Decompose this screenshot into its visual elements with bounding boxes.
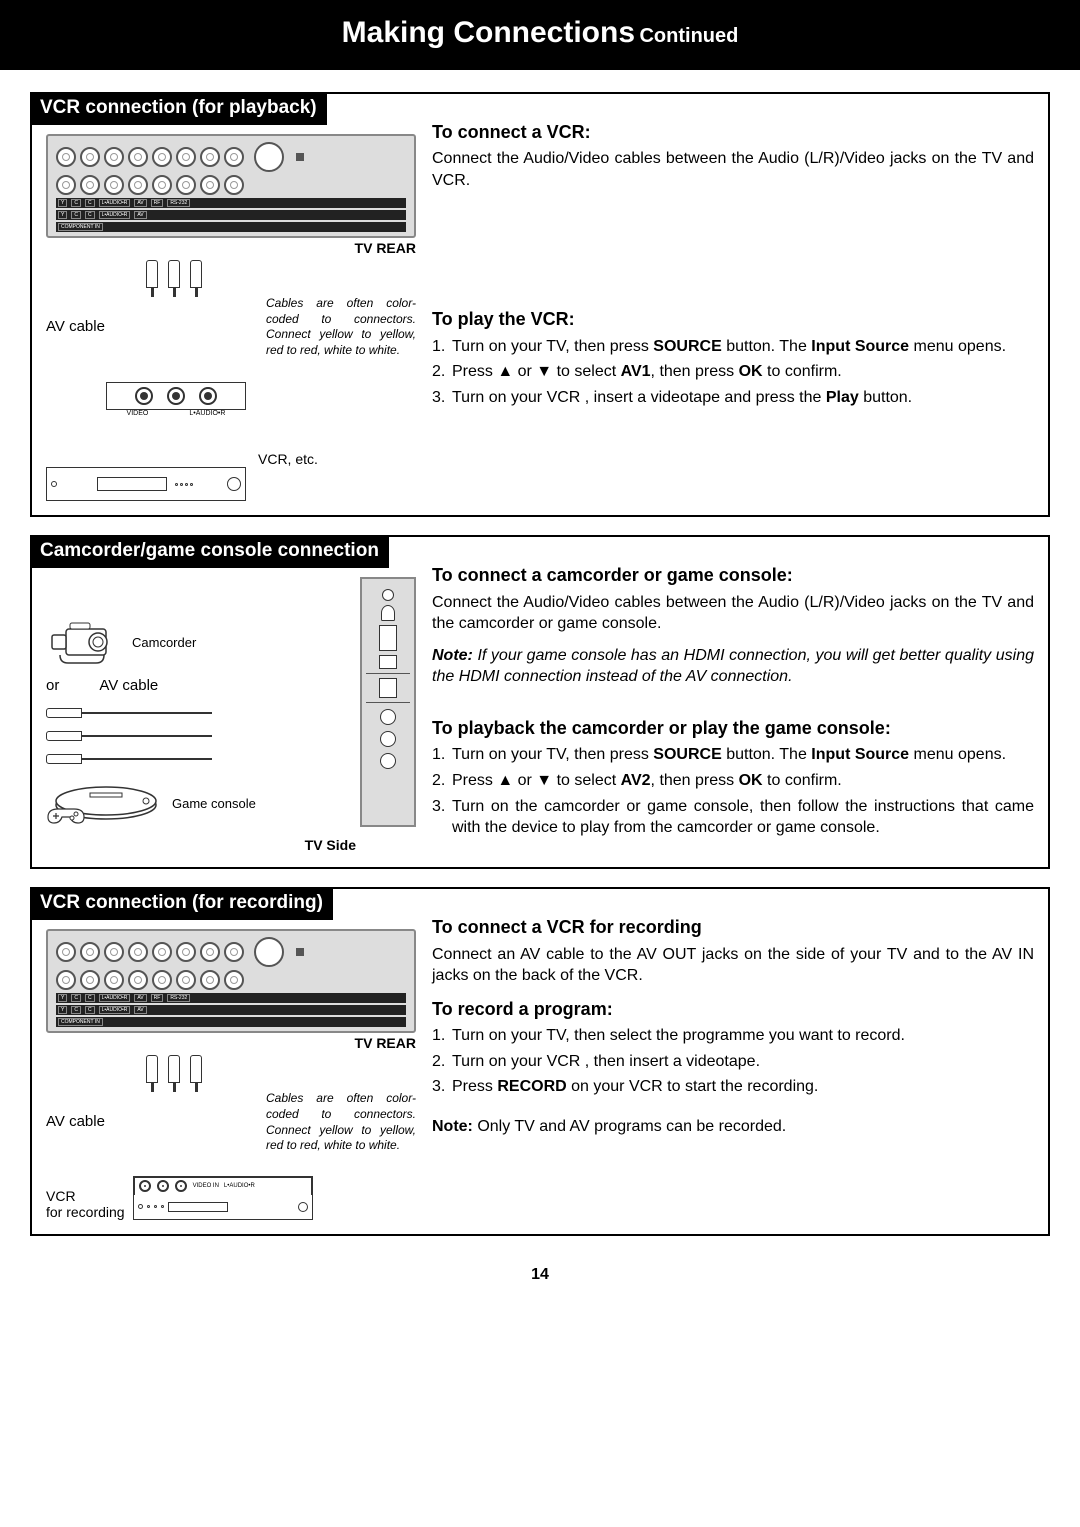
step-list: Turn on your TV, then press SOURCE butto… xyxy=(432,744,1034,838)
subhead: To record a program: xyxy=(432,997,1034,1021)
tv-rear-label: TV REAR xyxy=(46,1035,416,1051)
subhead: To playback the camcorder or play the ga… xyxy=(432,716,1034,740)
list-item: Press ▲ or ▼ to select AV1, then press O… xyxy=(432,361,1034,383)
subhead: To play the VCR: xyxy=(432,307,1034,331)
subhead: To connect a VCR: xyxy=(432,120,1034,144)
paragraph: Connect an AV cable to the AV OUT jacks … xyxy=(432,944,1034,987)
vcr-input-jacks xyxy=(106,382,246,410)
diagram-camcorder: Camcorder or AV cable xyxy=(46,549,416,853)
cable-plugs xyxy=(146,260,416,288)
vcr-recorder-device: VIDEO IN L•AUDIO•R xyxy=(133,1176,313,1220)
list-item: Turn on your TV, then press SOURCE butto… xyxy=(432,744,1034,766)
tv-rear-label: TV REAR xyxy=(46,240,416,256)
list-item: Turn on your VCR , then insert a videota… xyxy=(432,1051,1034,1073)
game-console-icon xyxy=(46,773,166,833)
step-list: Turn on your TV, then select the program… xyxy=(432,1025,1034,1098)
step-list: Turn on your TV, then press SOURCE butto… xyxy=(432,336,1034,409)
page-content: VCR connection (for playback) YCCL•AUDIO… xyxy=(0,70,1080,1294)
list-item: Press ▲ or ▼ to select AV2, then press O… xyxy=(432,770,1034,792)
cable-note: Cables are often color-coded to connecto… xyxy=(266,1091,416,1153)
note: Note: Only TV and AV programs can be rec… xyxy=(432,1116,1034,1138)
tv-side-panel xyxy=(360,577,416,827)
page-number: 14 xyxy=(30,1266,1050,1284)
list-item: Turn on the camcorder or game console, t… xyxy=(432,796,1034,839)
section-vcr-recording: VCR connection (for recording) YCCL•AUDI… xyxy=(30,887,1050,1235)
section-title: VCR connection (for recording) xyxy=(30,887,333,920)
camcorder-label: Camcorder xyxy=(132,635,196,650)
subhead: To connect a camcorder or game console: xyxy=(432,563,1034,587)
note: Note: If your game console has an HDMI c… xyxy=(432,645,1034,688)
list-item: Press RECORD on your VCR to start the re… xyxy=(432,1076,1034,1098)
section-title: Camcorder/game console connection xyxy=(30,535,389,568)
text-camcorder: To connect a camcorder or game console: … xyxy=(432,549,1034,853)
diagram-vcr-playback: YCCL•AUDIO•RAVRFRS-232 YCCL•AUDIO•RAV CO… xyxy=(46,106,416,501)
tv-rear-panel: YCCL•AUDIO•RAVRFRS-232 YCCL•AUDIO•RAV CO… xyxy=(46,929,416,1033)
av-cable-label: AV cable xyxy=(46,318,105,335)
section-camcorder: Camcorder/game console connection xyxy=(30,535,1050,869)
vcr-recording-label: VCR for recording xyxy=(46,1188,125,1220)
paragraph: Connect the Audio/Video cables between t… xyxy=(432,592,1034,635)
text-vcr-playback: To connect a VCR: Connect the Audio/Vide… xyxy=(432,106,1034,501)
tv-side-label: TV Side xyxy=(46,837,356,853)
camcorder-icon xyxy=(46,617,126,667)
cable-note: Cables are often color-coded to connecto… xyxy=(266,296,416,358)
paragraph: Connect the Audio/Video cables between t… xyxy=(432,148,1034,191)
tv-rear-panel: YCCL•AUDIO•RAVRFRS-232 YCCL•AUDIO•RAV CO… xyxy=(46,134,416,238)
game-console-label: Game console xyxy=(172,796,256,811)
cable-plugs xyxy=(146,1055,416,1083)
header-title: Making Connections xyxy=(342,16,635,49)
list-item: Turn on your TV, then select the program… xyxy=(432,1025,1034,1047)
text-vcr-recording: To connect a VCR for recording Connect a… xyxy=(432,901,1034,1219)
av-cable-label: AV cable xyxy=(99,677,158,694)
section-title: VCR connection (for playback) xyxy=(30,92,327,125)
vcr-device xyxy=(46,467,246,501)
or-label: or xyxy=(46,677,59,694)
section-vcr-playback: VCR connection (for playback) YCCL•AUDIO… xyxy=(30,92,1050,517)
vcr-label: VCR, etc. xyxy=(258,451,318,467)
diagram-vcr-recording: YCCL•AUDIO•RAVRFRS-232 YCCL•AUDIO•RAV CO… xyxy=(46,901,416,1219)
av-cable-label: AV cable xyxy=(46,1113,105,1130)
header-continued: Continued xyxy=(639,25,738,47)
list-item: Turn on your TV, then press SOURCE butto… xyxy=(432,336,1034,358)
page-header: Making Connections Continued xyxy=(0,0,1080,70)
list-item: Turn on your VCR , insert a videotape an… xyxy=(432,387,1034,409)
subhead: To connect a VCR for recording xyxy=(432,915,1034,939)
